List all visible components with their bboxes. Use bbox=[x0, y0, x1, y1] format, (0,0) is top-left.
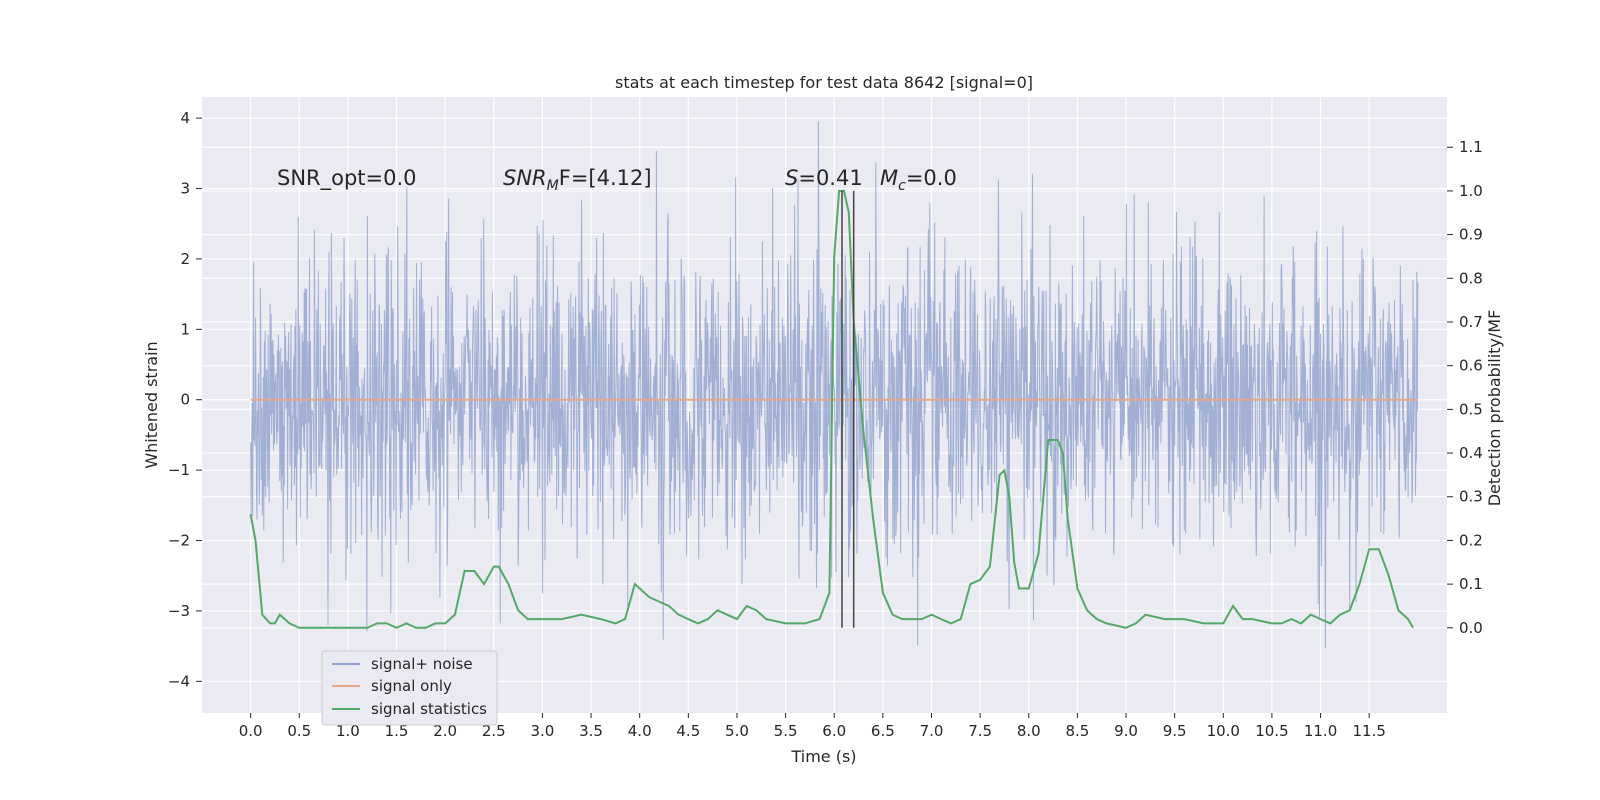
x-tick-label-6: 3.0 bbox=[531, 722, 555, 740]
y-tick-label-3: −1 bbox=[168, 461, 190, 479]
y-tick-label-8: 4 bbox=[180, 109, 190, 127]
x-tick-label-10: 5.0 bbox=[725, 722, 749, 740]
y-tick-label-1: −3 bbox=[168, 602, 190, 620]
x-tick-label-22: 11.0 bbox=[1304, 722, 1337, 740]
x-tick-label-19: 9.5 bbox=[1163, 722, 1187, 740]
y-tick-label-0: −4 bbox=[168, 672, 190, 690]
y-tick-label-7: 3 bbox=[180, 180, 190, 198]
y2-tick-label-0: 0.0 bbox=[1459, 619, 1483, 637]
ticks: 0.0 0.5 1.0 1.5 2.0 2.5 3.0 3.5 4.0 4.5 5.0 5.5 6.0 6… bbox=[168, 109, 1483, 740]
x-tick-label-1: 0.5 bbox=[287, 722, 311, 740]
y2-tick-label-4: 0.4 bbox=[1459, 444, 1483, 462]
y-axis-label: Whitened strain bbox=[142, 341, 161, 468]
y-tick-label-2: −2 bbox=[168, 532, 190, 550]
x-tick-label-5: 2.5 bbox=[482, 722, 506, 740]
annotation-snr-opt: SNR_opt=0.0 bbox=[277, 166, 417, 191]
annotation-s-main: S bbox=[785, 166, 798, 190]
y2-tick-label-2: 0.2 bbox=[1459, 531, 1483, 549]
annotation-snr-mf-after: F=[4.12] bbox=[559, 166, 652, 190]
annotation-mc: Mc=0.0 bbox=[880, 166, 957, 194]
grid bbox=[202, 97, 1447, 713]
legend-label-signal-statistics: signal statistics bbox=[371, 700, 487, 718]
y2-tick-label-7: 0.7 bbox=[1459, 313, 1483, 331]
x-tick-label-7: 3.5 bbox=[579, 722, 603, 740]
y2-tick-label-9: 0.9 bbox=[1459, 226, 1483, 244]
x-tick-label-17: 8.5 bbox=[1065, 722, 1089, 740]
y2-axis-label: Detection probability/MF bbox=[1485, 310, 1504, 507]
x-tick-label-3: 1.5 bbox=[385, 722, 409, 740]
annotation-mc-main: M bbox=[880, 166, 898, 190]
y-tick-label-4: 0 bbox=[180, 391, 190, 409]
annotations: SNR_opt=0.0 SNRMF=[4.12] S=0.41 Mc=0.0 bbox=[277, 166, 957, 194]
annotation-s-after: =0.41 bbox=[798, 166, 862, 190]
y-tick-label-5: 1 bbox=[180, 320, 190, 338]
series-signal-noise bbox=[250, 121, 1419, 649]
x-tick-label-14: 7.0 bbox=[920, 722, 944, 740]
y2-tick-label-3: 0.3 bbox=[1459, 488, 1483, 506]
legend-box bbox=[321, 650, 498, 726]
annotation-snr-mf-main: SNR bbox=[503, 166, 547, 190]
x-tick-label-18: 9.0 bbox=[1114, 722, 1138, 740]
annotation-s: S=0.41 bbox=[785, 166, 863, 190]
y-tick-label-6: 2 bbox=[180, 250, 190, 268]
x-tick-label-21: 10.5 bbox=[1255, 722, 1288, 740]
legend: signal+ noise signal only signal statist… bbox=[321, 650, 498, 726]
y2-tick-label-1: 0.1 bbox=[1459, 575, 1483, 593]
x-tick-label-0: 0.0 bbox=[239, 722, 263, 740]
vertical-markers bbox=[841, 190, 855, 628]
annotation-mc-sub: c bbox=[898, 178, 906, 194]
x-tick-label-2: 1.0 bbox=[336, 722, 360, 740]
x-tick-label-16: 8.0 bbox=[1017, 722, 1041, 740]
annotation-snr-mf: SNRMF=[4.12] bbox=[503, 166, 652, 194]
y2-tick-label-8: 0.8 bbox=[1459, 269, 1483, 287]
x-tick-label-20: 10.0 bbox=[1207, 722, 1240, 740]
y2-tick-label-10: 1.0 bbox=[1459, 182, 1483, 200]
y2-tick-label-6: 0.6 bbox=[1459, 357, 1483, 375]
x-axis-label: Time (s) bbox=[790, 747, 856, 766]
series-signal-statistics bbox=[249, 189, 1414, 629]
chart-title: stats at each timestep for test data 864… bbox=[615, 73, 1033, 92]
x-tick-label-9: 4.5 bbox=[676, 722, 700, 740]
x-tick-label-4: 2.0 bbox=[433, 722, 457, 740]
legend-label-signal-only: signal only bbox=[371, 677, 452, 695]
x-tick-label-23: 11.5 bbox=[1352, 722, 1385, 740]
noise-series bbox=[250, 121, 1419, 649]
series-lines bbox=[249, 189, 1418, 629]
legend-label-signal-noise: signal+ noise bbox=[371, 655, 473, 673]
x-tick-label-12: 6.0 bbox=[822, 722, 846, 740]
x-tick-label-15: 7.5 bbox=[968, 722, 992, 740]
y2-tick-label-11: 1.1 bbox=[1459, 138, 1483, 156]
x-tick-label-8: 4.0 bbox=[628, 722, 652, 740]
x-tick-label-13: 6.5 bbox=[871, 722, 895, 740]
annotation-mc-after: =0.0 bbox=[906, 166, 957, 190]
y2-tick-label-5: 0.5 bbox=[1459, 400, 1483, 418]
x-tick-label-11: 5.5 bbox=[774, 722, 798, 740]
annotation-snr-mf-sub: M bbox=[547, 178, 559, 194]
